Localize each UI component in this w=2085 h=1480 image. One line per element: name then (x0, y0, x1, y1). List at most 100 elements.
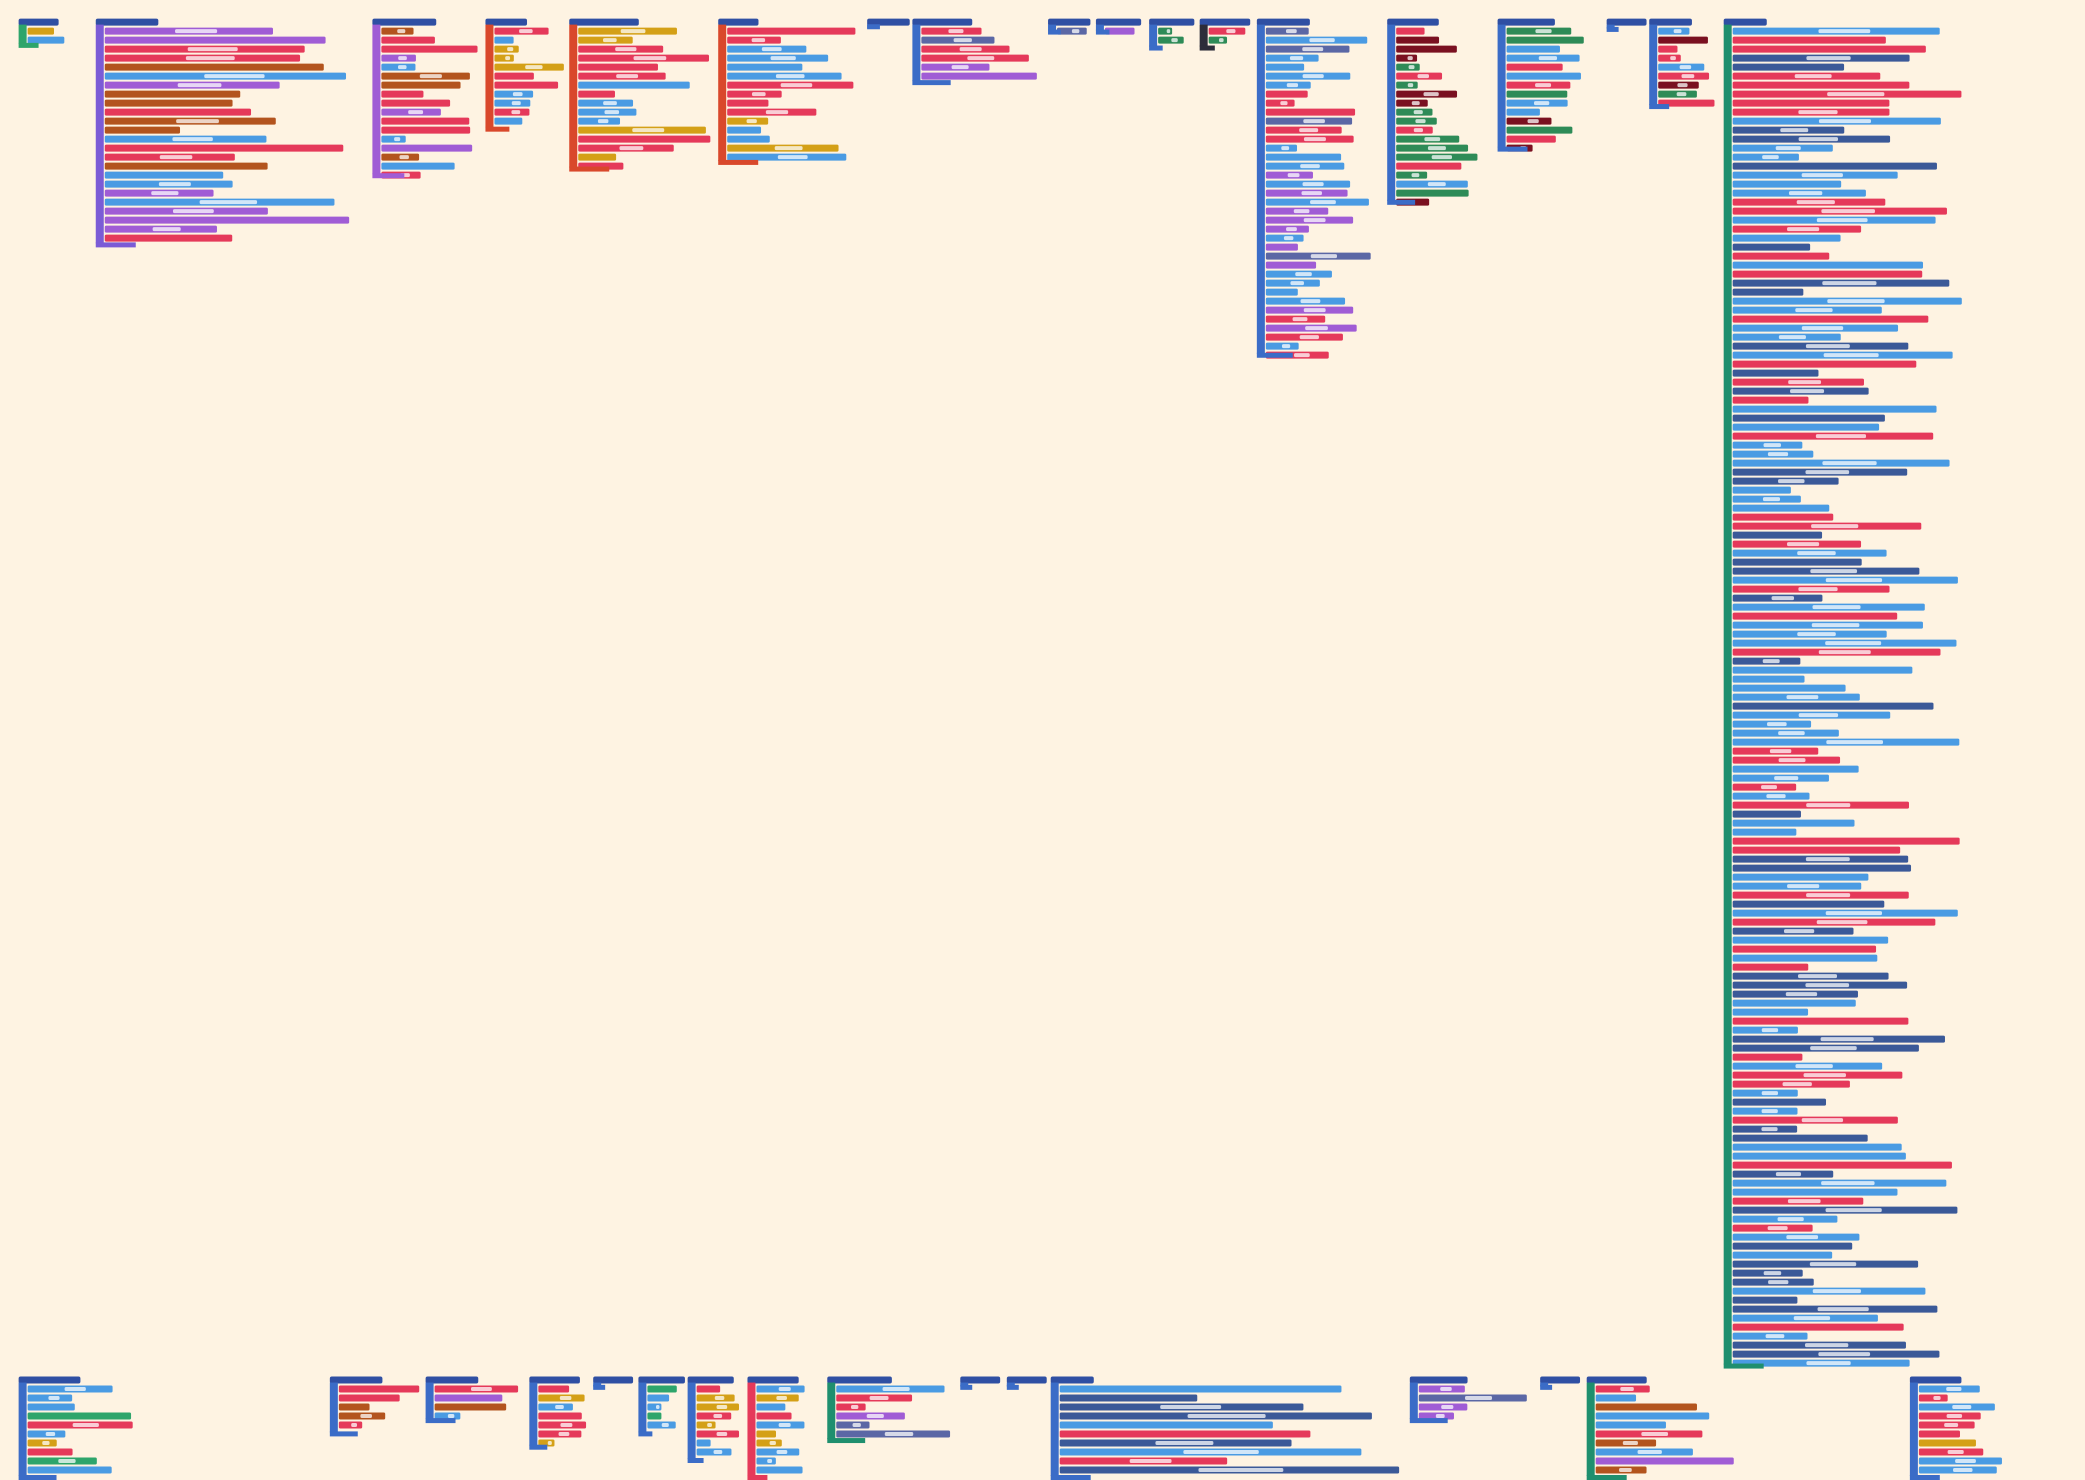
code-block (1918, 1439, 1976, 1447)
block-input (351, 1423, 358, 1428)
event-block-header (1586, 1376, 1647, 1384)
code-block (1595, 1412, 1710, 1420)
block-frame-foot (1540, 1384, 1553, 1390)
block-input (1787, 1199, 1821, 1204)
code-block (104, 108, 252, 116)
block-input (558, 1432, 570, 1437)
block-input (1293, 209, 1310, 214)
block-frame (569, 24, 578, 168)
block-input (1670, 56, 1676, 61)
event-block-header (960, 1376, 1001, 1384)
code-block (1732, 675, 1805, 683)
block-frame-foot (485, 126, 510, 132)
code-block (1506, 90, 1568, 98)
code-block (494, 36, 514, 44)
block-input (1292, 317, 1308, 322)
code-block (727, 63, 803, 71)
block-input (716, 1405, 728, 1410)
code-block (381, 126, 471, 134)
block-input (1411, 173, 1420, 178)
block-input (615, 47, 637, 52)
block-input (597, 119, 609, 124)
block-input (511, 110, 521, 115)
block-stack (329, 1376, 420, 1437)
block-input (1673, 29, 1682, 34)
block-input (199, 200, 258, 205)
code-block (338, 1403, 370, 1411)
code-block (1732, 1161, 1952, 1169)
block-stack (912, 18, 1037, 86)
block-input (1761, 1028, 1779, 1033)
event-block-header (569, 18, 639, 26)
block-input (559, 1396, 572, 1401)
code-block (434, 1403, 507, 1411)
block-input (1821, 1181, 1875, 1186)
block-input (1300, 164, 1320, 169)
code-block (1265, 63, 1305, 71)
block-input (1762, 497, 1781, 502)
block-stack (960, 1376, 1001, 1390)
code-block (1595, 1403, 1697, 1411)
event-block-header (593, 1376, 634, 1384)
event-block-header (329, 1376, 383, 1384)
code-block (1265, 108, 1356, 116)
event-block-header (18, 1376, 81, 1384)
code-block (1732, 1296, 1798, 1304)
block-frame-foot (827, 1438, 866, 1444)
block-input (512, 92, 523, 97)
block-input (1535, 29, 1552, 34)
code-block (1732, 45, 1926, 53)
code-block (1732, 405, 1937, 413)
block-input (1071, 29, 1080, 34)
code-block (27, 1448, 73, 1456)
block-input (1431, 155, 1453, 160)
code-block (647, 1412, 662, 1420)
code-block (338, 1394, 400, 1402)
block-input (1801, 1118, 1844, 1123)
block-input (1811, 623, 1860, 628)
code-block (1732, 180, 1842, 188)
block-frame-foot (569, 166, 610, 172)
block-input (1310, 200, 1336, 205)
event-block-header (485, 18, 528, 26)
block-input (505, 56, 511, 61)
block-input (204, 74, 265, 79)
block-stack (425, 1376, 519, 1424)
block-input (1762, 659, 1780, 664)
block-input (1171, 38, 1178, 43)
block-input (158, 182, 191, 187)
code-block (696, 1421, 716, 1429)
code-block (1732, 234, 1841, 242)
block-input (882, 1387, 910, 1392)
block-input (1766, 794, 1786, 799)
block-input (447, 1414, 455, 1419)
code-block (1732, 612, 1898, 620)
block-frame-foot (95, 242, 136, 248)
block-input (1798, 587, 1838, 592)
block-input (661, 1423, 669, 1428)
block-input (1826, 740, 1884, 745)
block-input (151, 191, 179, 196)
block-frame-foot (912, 80, 951, 86)
block-stack (1199, 18, 1251, 51)
event-block-header (747, 1376, 799, 1384)
block-stack (529, 1376, 587, 1450)
block-frame (18, 24, 27, 44)
block-input (1309, 38, 1335, 43)
block-frame (747, 1382, 756, 1476)
code-block (756, 1403, 786, 1411)
code-block (1732, 486, 1791, 494)
block-frame (960, 1382, 969, 1387)
block-stack (18, 1376, 133, 1480)
block-input (1798, 137, 1838, 142)
block-input (1803, 1073, 1846, 1078)
block-input (48, 1396, 60, 1401)
block-input (507, 47, 514, 52)
code-block (338, 1385, 420, 1393)
block-input (176, 119, 219, 124)
block-input (1303, 218, 1326, 223)
block-stack (95, 18, 350, 248)
block-input (1778, 479, 1805, 484)
block-frame-foot (960, 1384, 973, 1390)
block-input (1289, 56, 1304, 61)
